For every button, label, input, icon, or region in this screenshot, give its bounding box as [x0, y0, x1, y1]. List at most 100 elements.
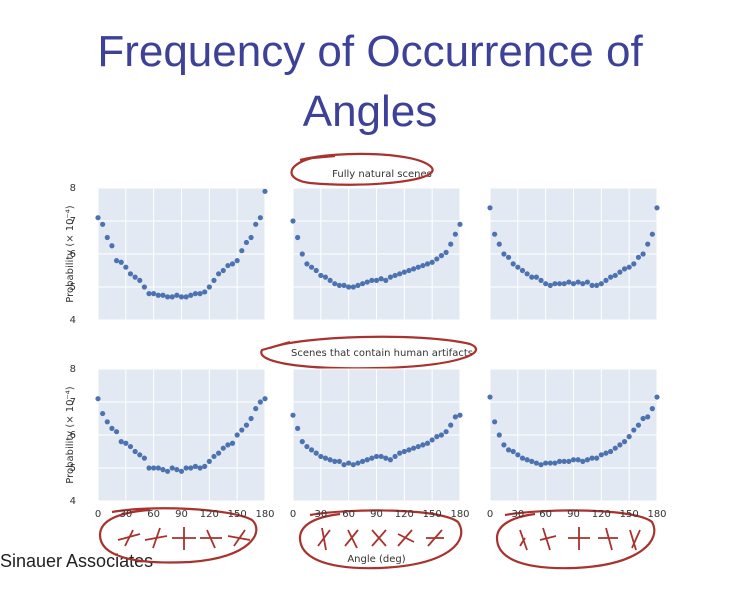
point: [113, 429, 120, 435]
point: [566, 279, 572, 285]
point: [146, 465, 152, 471]
point: [443, 429, 449, 435]
x-tick-label: 150: [228, 509, 247, 520]
x-tick-label: 90: [175, 509, 188, 520]
point: [132, 448, 138, 455]
point: [420, 442, 426, 448]
point: [424, 261, 431, 267]
point: [457, 412, 463, 418]
point: [654, 394, 660, 400]
x-tick-label: 90: [567, 509, 580, 520]
y-tick-label: 8: [70, 364, 76, 375]
point: [626, 434, 632, 440]
point: [123, 440, 129, 446]
x-tick-label: 120: [200, 509, 219, 520]
point: [429, 259, 435, 265]
point: [603, 450, 609, 456]
point: [561, 458, 567, 464]
point: [164, 294, 171, 300]
point: [505, 254, 512, 260]
point: [575, 279, 581, 285]
point: [617, 442, 623, 448]
point: [487, 394, 493, 400]
hand-circle: [290, 152, 434, 186]
point: [253, 221, 259, 227]
point: [383, 455, 389, 461]
point: [378, 276, 384, 282]
point: [359, 458, 366, 464]
point: [603, 277, 609, 283]
point: [229, 261, 236, 267]
point: [621, 266, 628, 272]
point: [202, 289, 208, 295]
point: [104, 419, 110, 425]
point: [631, 261, 637, 267]
point: [584, 457, 591, 463]
y-tick-label: 7: [70, 397, 76, 408]
section-title: Scenes that contain human artifacts: [291, 348, 473, 359]
point: [594, 455, 600, 461]
point: [415, 443, 421, 450]
point: [487, 205, 493, 211]
point: [304, 443, 310, 450]
point: [529, 458, 535, 464]
point: [378, 453, 384, 460]
point: [183, 294, 189, 300]
point: [397, 450, 403, 456]
point: [299, 439, 305, 445]
point: [621, 439, 628, 445]
point: [626, 264, 632, 270]
point: [373, 277, 380, 283]
point: [654, 205, 660, 211]
point: [178, 294, 185, 300]
y-axis-label: Probability (× 10⁻⁴): [65, 205, 76, 303]
y-tick-label: 5: [70, 282, 76, 293]
hand-circle: [260, 335, 477, 370]
point: [556, 281, 563, 287]
point: [234, 432, 240, 438]
point: [313, 267, 319, 274]
point: [438, 253, 445, 259]
x-tick-label: 60: [147, 509, 160, 520]
section-title: Fully natural scenes: [332, 169, 432, 180]
point: [95, 396, 101, 402]
point: [364, 279, 370, 285]
point: [533, 274, 539, 280]
point: [608, 448, 614, 455]
point: [109, 243, 115, 249]
point: [350, 462, 356, 468]
x-tick-label: 0: [290, 509, 296, 520]
point: [547, 460, 553, 466]
point: [137, 277, 143, 283]
point: [411, 266, 417, 272]
point: [543, 460, 549, 466]
point: [295, 425, 301, 431]
point: [225, 262, 231, 269]
point: [225, 442, 231, 448]
point: [612, 272, 618, 279]
point: [183, 465, 189, 471]
point: [262, 188, 268, 194]
point: [206, 458, 212, 464]
point: [420, 262, 426, 269]
hand-circle: [98, 507, 258, 564]
point: [220, 267, 226, 274]
point: [327, 277, 333, 283]
point: [617, 269, 623, 275]
point: [174, 292, 180, 298]
point: [141, 284, 147, 290]
point: [649, 406, 655, 412]
point: [496, 432, 502, 438]
point: [100, 410, 106, 417]
point: [336, 458, 342, 464]
point: [429, 437, 435, 443]
point: [327, 457, 333, 463]
point: [496, 241, 502, 247]
point: [570, 281, 577, 287]
point: [529, 274, 535, 280]
point: [308, 264, 315, 270]
x-tick-label: 0: [95, 509, 101, 520]
x-tick-label: 90: [370, 509, 383, 520]
point: [290, 412, 296, 418]
